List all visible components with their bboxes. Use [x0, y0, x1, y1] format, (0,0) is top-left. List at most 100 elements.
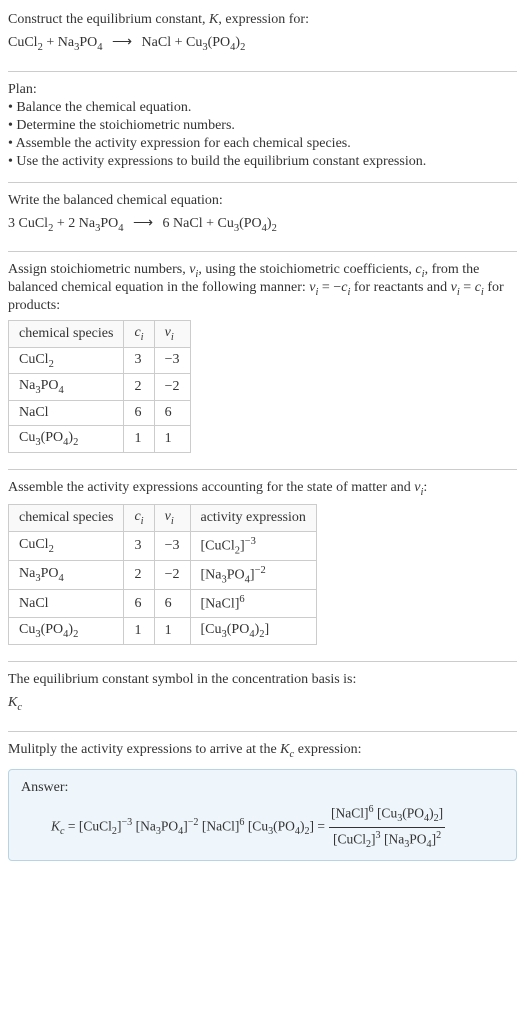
eqconst-text: The equilibrium constant symbol in the c… — [8, 672, 517, 688]
sub: 2 — [49, 358, 54, 369]
text: Na — [19, 378, 35, 393]
text: Assign stoichiometric numbers, — [8, 262, 189, 277]
text: PO — [409, 831, 426, 846]
text: = [CuCl — [65, 818, 112, 833]
text: [NaCl] — [331, 806, 369, 821]
text: Assemble the activity expressions accoun… — [8, 480, 414, 495]
multiply-section: Mulitply the activity expressions to arr… — [8, 736, 517, 766]
sup: 6 — [239, 594, 244, 605]
text: [Cu — [201, 622, 222, 637]
text: (PO — [41, 430, 64, 445]
cell-c: 2 — [124, 561, 154, 590]
arrow-icon: ⟶ — [133, 213, 153, 235]
k-symbol: K — [209, 12, 218, 27]
table-row: Na3PO4 2 −2 — [9, 374, 191, 401]
text: PO — [161, 818, 178, 833]
cell-species: CuCl2 — [9, 347, 124, 374]
cell-species: Cu3(PO4)2 — [9, 426, 124, 453]
text: (PO — [208, 35, 231, 50]
denominator: [CuCl2]3 [Na3PO4]2 — [329, 827, 445, 850]
text: = — [460, 280, 475, 295]
answer-label: Answer: — [21, 780, 504, 796]
cell-nu: −3 — [154, 347, 190, 374]
cell-species: Cu3(PO4)2 — [9, 618, 124, 645]
text: PO — [79, 35, 97, 50]
text: : — [423, 480, 427, 495]
text: ] — [264, 622, 269, 637]
text: ] — [439, 806, 444, 821]
sub: 2 — [73, 629, 78, 640]
table-header-row: chemical species ci νi activity expressi… — [9, 504, 317, 531]
text: Na — [19, 566, 35, 581]
table-row: NaCl 6 6 [NaCl]6 — [9, 590, 317, 618]
text: + Na — [43, 35, 74, 50]
stoich-table: chemical species ci νi CuCl2 3 −3 Na3PO4… — [8, 320, 191, 453]
sub: 2 — [240, 42, 245, 53]
cell-activity: [CuCl2]−3 — [190, 531, 316, 560]
text: PO — [100, 216, 118, 231]
plan-item: • Use the activity expressions to build … — [8, 154, 517, 170]
text: [CuCl — [201, 538, 235, 553]
text: [NaCl] — [199, 818, 240, 833]
divider — [8, 251, 517, 252]
sub: 4 — [118, 222, 123, 233]
text: [Cu — [244, 818, 268, 833]
col-ci: ci — [124, 320, 154, 347]
sub: 4 — [58, 573, 63, 584]
table-row: NaCl 6 6 — [9, 401, 191, 426]
assign-section: Assign stoichiometric numbers, νi, using… — [8, 256, 517, 465]
text: = − — [318, 280, 341, 295]
table-row: CuCl2 3 −3 [CuCl2]−3 — [9, 531, 317, 560]
text: CuCl — [19, 352, 49, 367]
text: (PO — [239, 216, 262, 231]
kc-symbol: Kc — [8, 692, 517, 717]
text: , expression for: — [218, 12, 309, 27]
prompt-line1: Construct the equilibrium constant, K, e… — [8, 12, 517, 28]
cell-activity: [Na3PO4]−2 — [190, 561, 316, 590]
assemble-text: Assemble the activity expressions accoun… — [8, 480, 517, 498]
activity-table: chemical species ci νi activity expressi… — [8, 504, 317, 645]
divider — [8, 469, 517, 470]
table-row: Na3PO4 2 −2 [Na3PO4]−2 — [9, 561, 317, 590]
plan-item: • Balance the chemical equation. — [8, 100, 517, 116]
cell-activity: [NaCl]6 — [190, 590, 316, 618]
divider — [8, 731, 517, 732]
cell-c: 2 — [124, 374, 154, 401]
divider — [8, 71, 517, 72]
kc-fraction: [NaCl]6 [Cu3(PO4)2] [CuCl2]3 [Na3PO4]2 — [327, 804, 447, 849]
sub: 2 — [272, 222, 277, 233]
col-activity: activity expression — [190, 504, 316, 531]
cell-c: 1 — [124, 618, 154, 645]
species: CuCl — [8, 35, 38, 50]
text: CuCl — [19, 537, 49, 552]
text: , using the stoichiometric coefficients, — [198, 262, 415, 277]
cell-nu: −3 — [154, 531, 190, 560]
sub: 2 — [49, 544, 54, 555]
text: Mulitply the activity expressions to arr… — [8, 742, 280, 757]
plan-item: • Determine the stoichiometric numbers. — [8, 118, 517, 134]
text: expression: — [294, 742, 361, 757]
text: Cu — [19, 622, 35, 637]
text: PO — [41, 378, 59, 393]
sup: −3 — [121, 817, 132, 828]
cell-c: 3 — [124, 347, 154, 374]
k: K — [8, 695, 17, 710]
table-header-row: chemical species ci νi — [9, 320, 191, 347]
cell-species: CuCl2 — [9, 531, 124, 560]
table-row: Cu3(PO4)2 1 1 — [9, 426, 191, 453]
text: (PO — [41, 622, 64, 637]
assemble-section: Assemble the activity expressions accoun… — [8, 474, 517, 657]
text: (PO — [227, 622, 250, 637]
kc-left: Kc = [CuCl2]−3 [Na3PO4]−2 [NaCl]6 [Cu3(P… — [51, 817, 325, 837]
sub: i — [141, 516, 144, 527]
numerator: [NaCl]6 [Cu3(PO4)2] — [327, 804, 447, 826]
eqconst-section: The equilibrium constant symbol in the c… — [8, 666, 517, 727]
multiply-text: Mulitply the activity expressions to arr… — [8, 742, 517, 760]
sub: 4 — [58, 385, 63, 396]
text: [Na — [381, 831, 405, 846]
cell-nu: 6 — [154, 590, 190, 618]
cell-nu: −2 — [154, 374, 190, 401]
species: NaCl + Cu — [142, 35, 203, 50]
table-row: CuCl2 3 −3 — [9, 347, 191, 374]
answer-box: Answer: Kc = [CuCl2]−3 [Na3PO4]−2 [NaCl]… — [8, 769, 517, 860]
